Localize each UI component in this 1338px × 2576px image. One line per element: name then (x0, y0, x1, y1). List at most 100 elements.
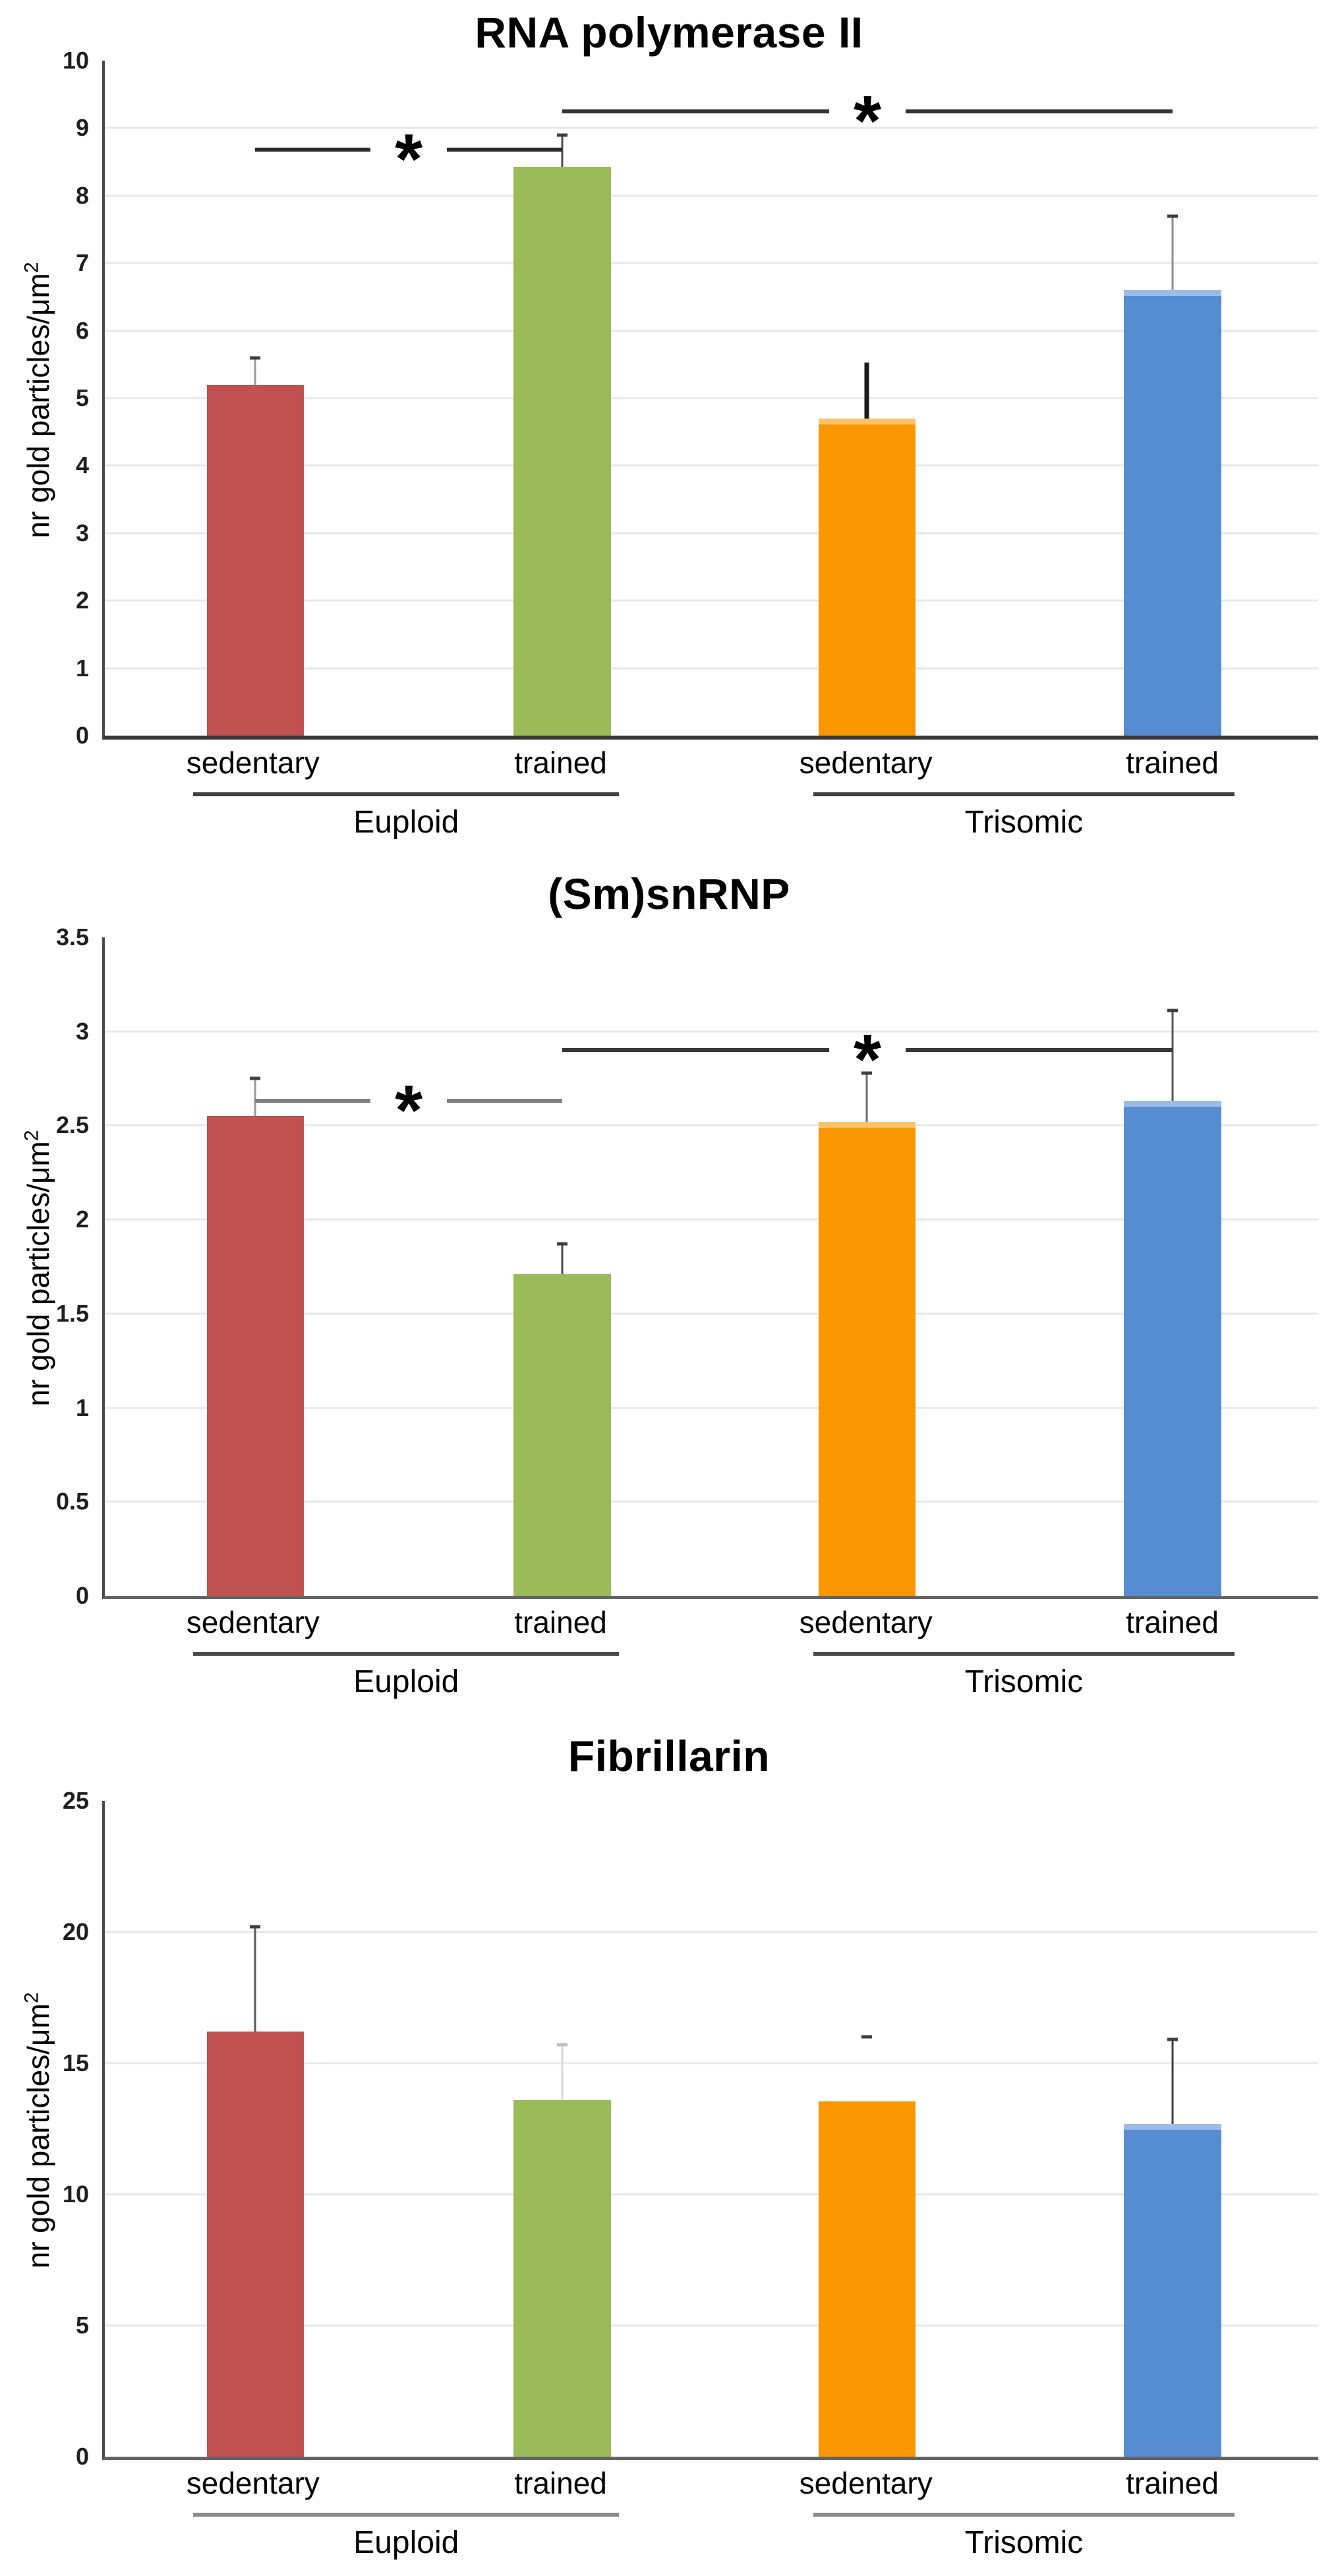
group-label: Trisomic (964, 2525, 1084, 2560)
y-tick-label: 25 (62, 1787, 89, 1814)
y-tick-label: 5 (75, 2312, 89, 2339)
significance-asterisk: * (395, 1070, 423, 1150)
group-label: Euploid (353, 1664, 459, 1699)
significance-line-segment (906, 109, 1173, 113)
gridline (105, 1030, 1318, 1033)
y-axis-label-superscript: 2 (20, 1992, 43, 2004)
significance-asterisk: * (854, 1019, 882, 1099)
gridline (105, 1124, 1318, 1127)
y-tick-label: 6 (75, 316, 89, 344)
gridline (105, 464, 1318, 467)
chart-body: nr gold particles/μm2 0 5 10 15 20 25 (21, 1787, 1318, 2470)
gridline (105, 194, 1318, 197)
group-underline (193, 2513, 620, 2517)
y-tick-label: 1 (75, 1393, 89, 1421)
category-label: trained (514, 746, 607, 780)
gridline (105, 1407, 1318, 1409)
x-axis-area: sedentary trained sedentary trained Euploid T… (102, 1599, 1318, 1705)
error-bar-line (1171, 2039, 1174, 2124)
error-bar-line (254, 1078, 256, 1117)
y-tick-label: 0.5 (55, 1488, 89, 1515)
gridline (105, 2193, 1318, 2196)
error-bar-cap (861, 2035, 873, 2039)
bar-euploid-sedentary (206, 2032, 304, 2457)
y-tick-label: 2 (75, 587, 89, 614)
y-tick-label: 20 (62, 1918, 89, 1945)
group-label: Trisomic (964, 805, 1084, 840)
y-tick-label: 7 (75, 249, 89, 277)
chart-fibrillarin: Fibrillarin nr gold particles/μm2 0 5 10 15… (0, 1705, 1338, 2565)
error-bar-line (561, 134, 564, 167)
y-tick-label: 1.5 (55, 1299, 89, 1327)
bar-euploid-trained (513, 2099, 611, 2457)
bar-trisomic-sedentary (818, 1121, 916, 1596)
gridline (105, 599, 1318, 602)
chart-body: nr gold particles/μm2 0 0.5 1 1.5 2 2.5 3 3.5 * * (21, 923, 1318, 1609)
error-bar-cap (861, 1071, 873, 1075)
bar-euploid-sedentary (206, 1116, 304, 1596)
category-label: trained (1126, 2466, 1219, 2500)
y-tick-label: 0 (75, 2443, 89, 2470)
chart-title: RNA polymerase II (475, 8, 863, 57)
significance-line-segment (562, 1048, 830, 1053)
group-label: Euploid (353, 805, 459, 840)
y-axis-label: nr gold particles/μm2 (20, 262, 56, 538)
gridline (105, 1500, 1318, 1503)
x-axis-area: sedentary trained sedentary trained Euploid T… (102, 740, 1318, 845)
y-tick-label: 5 (75, 384, 89, 411)
y-tick-label: 8 (75, 181, 89, 209)
group-label: Trisomic (964, 1664, 1084, 1699)
y-axis-label-superscript: 2 (20, 262, 43, 274)
y-axis-label-superscript: 2 (20, 1130, 43, 1142)
y-tick-label: 10 (62, 47, 89, 74)
error-bar-line (254, 1927, 256, 2032)
significance-line-segment (255, 1099, 371, 1103)
gridline (105, 1218, 1318, 1221)
y-axis-label: nr gold particles/μm2 (20, 1992, 56, 2268)
y-tick-label: 4 (75, 452, 89, 479)
y-axis-label: nr gold particles/μm2 (20, 1130, 56, 1406)
gridline (105, 1931, 1318, 1933)
y-axis-label-text: nr gold particles/μm (21, 273, 55, 539)
gridline (105, 2062, 1318, 2064)
gridline (105, 1312, 1318, 1315)
plot-area: 0 0.5 1 1.5 2 2.5 3 3.5 * * (56, 923, 1318, 1609)
x-axis-area: sedentary trained sedentary trained Euploid T… (102, 2460, 1318, 2565)
chart-title: Fibrillarin (567, 1732, 771, 1780)
significance-line-segment (255, 148, 371, 152)
gridline (105, 262, 1318, 264)
bar-trisomic-trained (1124, 290, 1221, 736)
category-label: sedentary (186, 746, 320, 780)
error-bar-line (561, 2045, 564, 2100)
significance-line-segment (562, 109, 830, 113)
gridline (105, 2324, 1318, 2327)
error-bar-line (864, 362, 869, 419)
y-tick-label: 2.5 (55, 1111, 89, 1139)
y-tick-label: 0 (75, 722, 89, 749)
y-tick-label: 3 (75, 519, 89, 546)
significance-line: * (562, 84, 1173, 156)
y-axis-label-text: nr gold particles/μm (21, 2003, 55, 2269)
category-label: sedentary (186, 2466, 320, 2500)
y-tick-label: 1 (75, 654, 89, 682)
category-label: trained (514, 1605, 607, 1639)
chart-rna-polymerase-ii: RNA polymerase II nr gold particles/μm2 … (0, 4, 1338, 845)
bar-euploid-sedentary (206, 384, 304, 736)
significance-line-segment (447, 148, 563, 152)
significance-line: * (255, 1074, 563, 1146)
y-tick-label: 3 (75, 1017, 89, 1045)
category-label: trained (1126, 746, 1219, 780)
error-bar-cap (250, 1925, 261, 1929)
y-tick-label: 0 (75, 1582, 89, 1609)
significance-line-segment (447, 1099, 563, 1103)
plot-area: 0 1 2 3 4 5 6 7 8 9 10 * * (63, 47, 1318, 749)
y-tick-label: 3.5 (55, 923, 89, 951)
error-bar-line (865, 1072, 868, 1122)
y-tick-label: 9 (75, 114, 89, 142)
plot-area: 0 5 10 15 20 25 (63, 1787, 1318, 2470)
bar-euploid-trained (513, 166, 611, 736)
gridline (105, 532, 1318, 535)
chart-body: nr gold particles/μm2 0 1 2 3 4 5 6 7 8 9 10 * * (21, 47, 1318, 749)
error-bar-cap (250, 1076, 261, 1080)
